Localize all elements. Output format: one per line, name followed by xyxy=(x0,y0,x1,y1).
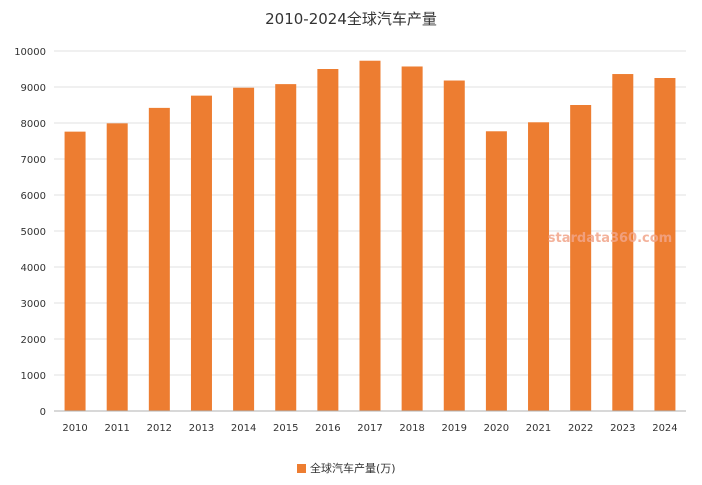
legend-swatch xyxy=(297,464,306,473)
x-tick-label: 2010 xyxy=(62,423,87,434)
x-tick-label: 2024 xyxy=(652,423,677,434)
y-tick-label: 3000 xyxy=(21,299,46,310)
y-tick-label: 1000 xyxy=(21,371,46,382)
y-tick-label: 10000 xyxy=(14,47,46,58)
x-tick-label: 2015 xyxy=(273,423,298,434)
legend: 全球汽车产量(万) xyxy=(297,461,396,475)
bar-2021 xyxy=(528,122,550,411)
bar-2012 xyxy=(148,107,170,411)
x-tick-label: 2014 xyxy=(231,423,256,434)
bar-2019 xyxy=(443,80,465,412)
x-tick-label: 2012 xyxy=(147,423,172,434)
bar-2014 xyxy=(233,87,255,411)
bar-2011 xyxy=(106,123,128,412)
bar-2010 xyxy=(64,131,86,411)
y-tick-label: 7000 xyxy=(21,155,46,166)
x-axis-ticks: 2010 2011 2012 2013 2014 2015 2016 2017 2018 2019… xyxy=(62,423,677,434)
bar-2022 xyxy=(570,105,592,411)
y-tick-label: 8000 xyxy=(21,119,46,130)
bars xyxy=(64,60,676,412)
x-tick-label: 2019 xyxy=(442,423,467,434)
x-tick-label: 2020 xyxy=(484,423,509,434)
x-tick-label: 2017 xyxy=(357,423,382,434)
bar-2017 xyxy=(359,60,381,411)
y-axis-ticks: 0 1000 2000 3000 4000 5000 6000 7000 8000 9000 100… xyxy=(14,47,46,418)
y-tick-label: 9000 xyxy=(21,83,46,94)
x-tick-label: 2021 xyxy=(526,423,551,434)
bar-2023 xyxy=(612,74,634,411)
x-tick-label: 2016 xyxy=(315,423,340,434)
y-tick-label: 2000 xyxy=(21,335,46,346)
x-tick-label: 2011 xyxy=(104,423,129,434)
y-tick-label: 4000 xyxy=(21,263,46,274)
bar-2015 xyxy=(275,84,297,412)
bar-2024 xyxy=(654,78,676,411)
x-tick-label: 2018 xyxy=(399,423,424,434)
bar-2018 xyxy=(401,66,423,411)
x-tick-label: 2022 xyxy=(568,423,593,434)
chart-title: 2010-2024全球汽车产量 xyxy=(265,10,437,28)
y-tick-label: 0 xyxy=(40,407,46,418)
watermark: stardata360.com xyxy=(548,231,672,246)
bar-2016 xyxy=(317,69,339,411)
bar-2013 xyxy=(190,95,212,411)
y-tick-label: 6000 xyxy=(21,191,46,202)
x-tick-label: 2013 xyxy=(189,423,214,434)
y-tick-label: 5000 xyxy=(21,227,46,238)
legend-label: 全球汽车产量(万) xyxy=(310,461,396,475)
bar-2020 xyxy=(485,131,507,411)
x-tick-label: 2023 xyxy=(610,423,635,434)
